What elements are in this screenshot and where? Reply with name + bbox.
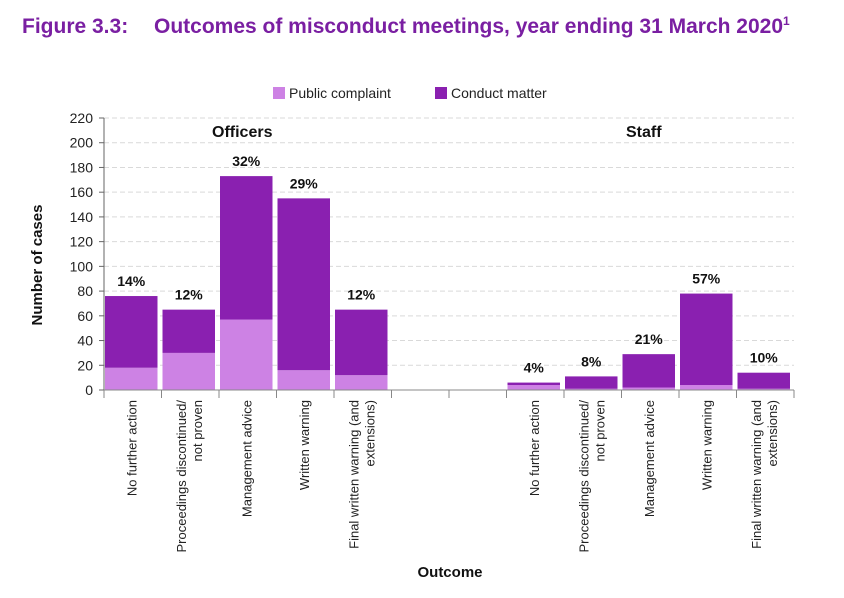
axes	[99, 117, 795, 398]
data-label: 29%	[290, 175, 319, 191]
data-label: 32%	[232, 153, 261, 169]
bar-public-complaint	[680, 385, 733, 390]
category-label: Proceedings discontinued/not proven	[576, 400, 607, 553]
bar-public-complaint	[737, 388, 790, 390]
labels: 0 20 40 60 80 100 120 140 160 180 200 220 14% No furt…	[70, 110, 780, 553]
category-label-line: extensions)	[765, 400, 780, 466]
y-tick-label: 200	[70, 135, 94, 151]
y-tick-label: 60	[77, 308, 93, 324]
bars	[105, 176, 790, 390]
legend-swatch-public-complaint	[273, 87, 285, 99]
y-tick-label: 20	[77, 357, 93, 373]
category-label: Final written warning (andextensions)	[749, 400, 780, 549]
legend-label-public-complaint: Public complaint	[289, 85, 391, 101]
bar-conduct-matter	[220, 176, 273, 320]
bar-public-complaint	[162, 352, 215, 390]
figure-footnote-marker: 1	[783, 14, 790, 28]
y-tick-label: 180	[70, 159, 94, 175]
data-label: 57%	[692, 271, 721, 287]
category-label-line: not proven	[592, 400, 607, 461]
category-label-line: Final written warning (and	[749, 400, 764, 549]
category-label-line: No further action	[527, 400, 542, 496]
figure-title: Figure 3.3: Outcomes of misconduct meetin…	[22, 14, 790, 39]
data-label: 12%	[347, 287, 376, 303]
legend-label-conduct-matter: Conduct matter	[451, 85, 547, 101]
bar-conduct-matter	[507, 382, 560, 386]
category-label-line: Final written warning (and	[346, 400, 361, 549]
category-label-line: Management advice	[239, 400, 254, 517]
bar-conduct-matter	[737, 372, 790, 389]
bar-conduct-matter	[565, 376, 618, 389]
category-label: Written warning	[297, 400, 312, 490]
legend-swatch-conduct-matter	[435, 87, 447, 99]
data-label: 12%	[175, 287, 204, 303]
legend: Public complaint Conduct matter	[273, 85, 547, 101]
gridlines	[104, 117, 794, 366]
y-tick-label: 80	[77, 283, 93, 299]
category-label-line: extensions)	[362, 400, 377, 466]
bar-public-complaint	[622, 387, 675, 390]
category-label-line: Proceedings discontinued/	[576, 400, 591, 553]
category-label: Management advice	[642, 400, 657, 517]
data-label: 4%	[524, 360, 545, 376]
data-label: 21%	[635, 331, 664, 347]
y-tick-label: 160	[70, 184, 94, 200]
bar-conduct-matter	[622, 354, 675, 388]
category-label: Final written warning (andextensions)	[346, 400, 377, 549]
bar-public-complaint	[105, 367, 158, 390]
bar-public-complaint	[565, 388, 618, 390]
bar-public-complaint	[507, 385, 560, 390]
bar-public-complaint	[220, 319, 273, 390]
data-label: 8%	[581, 353, 602, 369]
y-tick-label: 40	[77, 333, 93, 349]
group-label-staff: Staff	[626, 124, 662, 141]
x-axis-title: Outcome	[417, 564, 482, 581]
y-tick-label: 0	[85, 382, 93, 398]
y-axis-title: Number of cases	[29, 205, 46, 326]
data-label: 10%	[750, 350, 779, 366]
category-label-line: No further action	[124, 400, 139, 496]
category-label: No further action	[527, 400, 542, 496]
bar-conduct-matter	[277, 198, 330, 371]
category-label: No further action	[124, 400, 139, 496]
bar-public-complaint	[335, 375, 388, 390]
category-label-line: Proceedings discontinued/	[174, 400, 189, 553]
figure-title-text: Outcomes of misconduct meetings, year en…	[154, 15, 784, 38]
category-label-line: Written warning	[297, 400, 312, 490]
data-label: 14%	[117, 273, 146, 289]
y-tick-label: 100	[70, 258, 94, 274]
category-label: Proceedings discontinued/not proven	[174, 400, 205, 553]
category-label: Management advice	[239, 400, 254, 517]
figure-number: Figure 3.3:	[22, 15, 129, 38]
y-tick-label: 120	[70, 234, 94, 250]
group-label-officers: Officers	[212, 124, 273, 141]
category-label-line: Management advice	[642, 400, 657, 517]
bar-conduct-matter	[335, 309, 388, 376]
category-label-line: not proven	[190, 400, 205, 461]
bar-conduct-matter	[680, 293, 733, 386]
bar-conduct-matter	[162, 309, 215, 353]
bar-public-complaint	[277, 370, 330, 390]
y-tick-label: 140	[70, 209, 94, 225]
category-label-line: Written warning	[699, 400, 714, 490]
y-tick-label: 220	[70, 110, 94, 126]
category-label: Written warning	[699, 400, 714, 490]
bar-conduct-matter	[105, 296, 158, 368]
